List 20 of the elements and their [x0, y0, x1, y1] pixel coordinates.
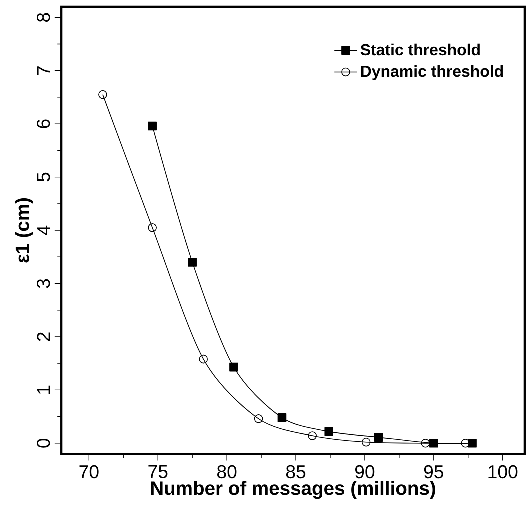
y-tick-label: 3	[37, 279, 50, 288]
y-tick-label: 4	[37, 226, 50, 236]
y-tick-label: 7	[37, 66, 50, 76]
x-axis-title: Number of messages (millions)	[151, 481, 436, 500]
y-tick-label: 1	[37, 386, 50, 394]
x-tick-label: 75	[148, 465, 168, 478]
x-tick-label: 90	[355, 465, 375, 479]
y-tick-label: 2	[37, 332, 50, 342]
x-tick-label: 80	[218, 465, 237, 479]
legend-label: Static threshold	[360, 44, 480, 56]
x-tick-label: 85	[286, 465, 306, 479]
x-tick-label: 70	[80, 465, 99, 479]
legend-label: Dynamic threshold	[361, 65, 504, 80]
x-tick-label: 95	[424, 465, 444, 479]
y-tick-label: 5	[37, 172, 50, 182]
y-tick-label: 0	[37, 438, 50, 448]
x-tick-label: 100	[488, 465, 518, 479]
y-axis-title: ε1 (cm)	[15, 198, 34, 263]
y-tick-label: 6	[37, 120, 50, 128]
y-tick-label: 8	[37, 13, 50, 22]
